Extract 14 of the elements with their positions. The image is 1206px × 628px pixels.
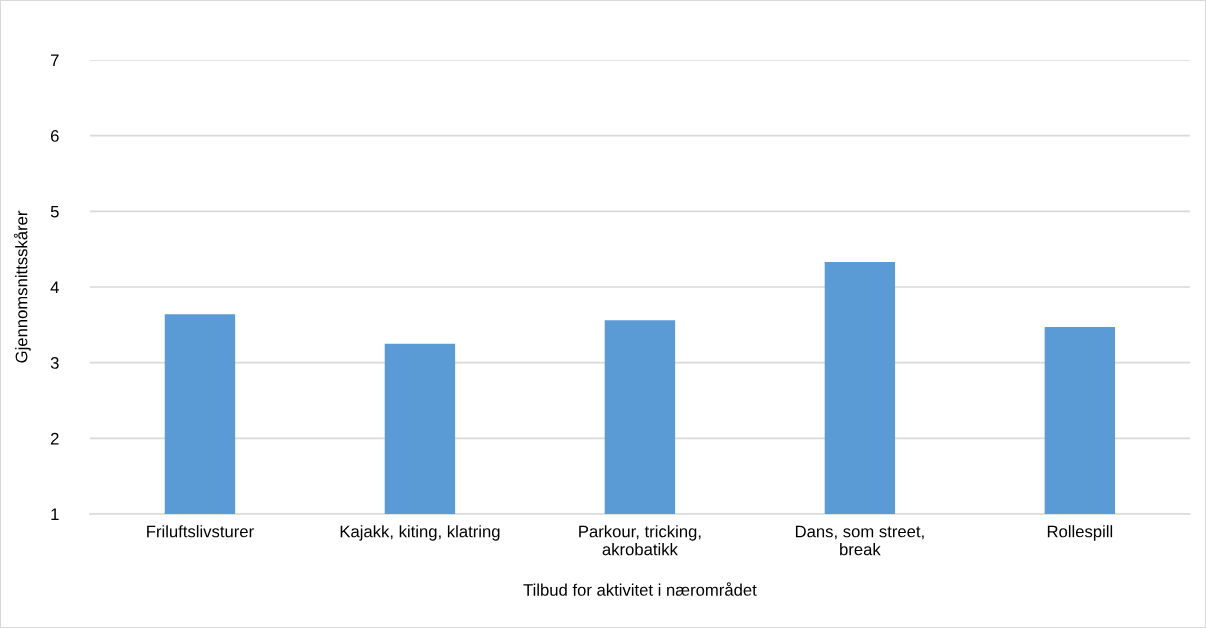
y-tick-label: 7 <box>51 54 59 67</box>
y-axis-title: Gjennomsnittsskårer <box>13 210 31 363</box>
x-tick-label: Rollespill <box>1047 525 1113 541</box>
y-tick-label: 4 <box>50 281 59 294</box>
y-tick-label: 6 <box>50 130 59 142</box>
x-tick-label: Dans, som street, break <box>795 525 924 556</box>
x-tick-label: Friluftslivsturer <box>147 525 254 538</box>
x-tick-label: Kajakk, kiting, klatring <box>340 525 500 541</box>
x-tick-label: Parkour, tricking, akrobatikk <box>579 525 701 556</box>
y-tick-label: 3 <box>50 357 59 369</box>
x-axis-title: Tilbud for aktivitet i nærområdet <box>523 582 757 596</box>
y-tick-label: 5 <box>50 205 59 218</box>
y-tick-label: 2 <box>50 432 59 445</box>
y-tick-label: 1 <box>51 508 59 521</box>
